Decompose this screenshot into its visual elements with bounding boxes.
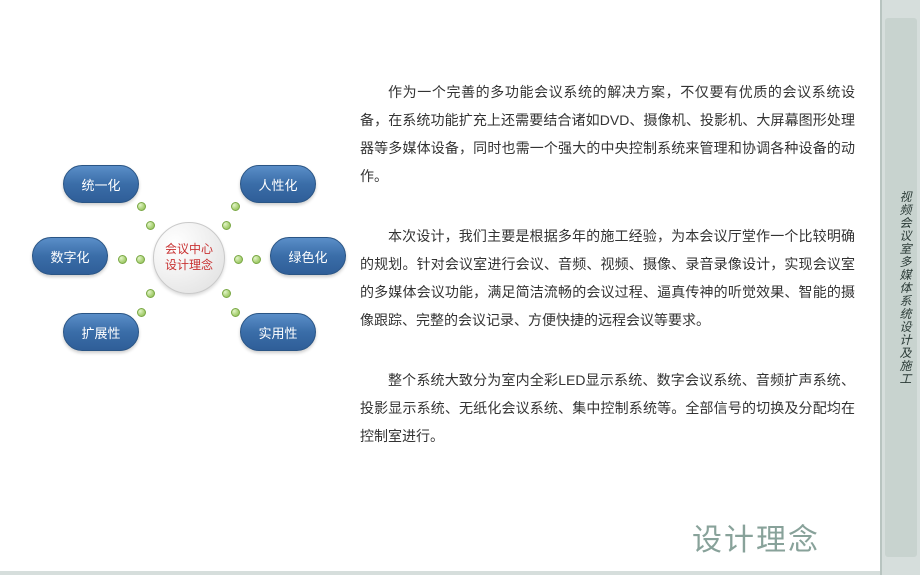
petal-node: 人性化 (240, 165, 316, 203)
petal-node: 扩展性 (63, 313, 139, 351)
paragraph-2: 本次设计，我们主要是根据多年的施工经验，为本会议厅堂作一个比较明确的规划。针对会… (360, 222, 855, 334)
petal-label: 统一化 (81, 175, 120, 194)
petal-label: 实用性 (258, 323, 297, 342)
paragraph-1: 作为一个完善的多功能会议系统的解决方案，不仅要有优质的会议系统设备，在系统功能扩… (360, 78, 855, 190)
connector-dot (222, 289, 231, 298)
petal-node: 实用性 (240, 313, 316, 351)
diagram-center: 会议中心 设计理念 (153, 222, 225, 294)
petal-node: 统一化 (63, 165, 139, 203)
connector-dot (146, 221, 155, 230)
center-line2: 设计理念 (165, 258, 213, 274)
petal-label: 数字化 (50, 247, 89, 266)
petal-node: 数字化 (32, 237, 108, 275)
petal-node: 绿色化 (270, 237, 346, 275)
bottom-border (0, 571, 880, 575)
connector-dot (222, 221, 231, 230)
slide-title: 设计理念 (692, 515, 820, 559)
connector-dot (231, 308, 240, 317)
connector-dot (252, 255, 261, 264)
connector-dot (231, 202, 240, 211)
connector-dot (137, 308, 146, 317)
connector-dot (234, 255, 243, 264)
petal-label: 人性化 (258, 175, 297, 194)
connector-dot (118, 255, 127, 264)
connector-dot (146, 289, 155, 298)
connector-dot (136, 255, 145, 264)
concept-diagram: 统一化 人性化 数字化 绿色化 扩展性 实用性 会议中心 设计理念 (18, 155, 358, 355)
center-line1: 会议中心 (165, 242, 213, 258)
petal-label: 扩展性 (81, 323, 120, 342)
vertical-title: 视频会议室多媒体系统设计及施工 (897, 190, 914, 385)
paragraph-3: 整个系统大致分为室内全彩LED显示系统、数字会议系统、音频扩声系统、投影显示系统… (360, 366, 855, 450)
slide-page: 统一化 人性化 数字化 绿色化 扩展性 实用性 会议中心 设计理念 作为一个完善… (0, 0, 880, 575)
connector-dot (137, 202, 146, 211)
petal-label: 绿色化 (288, 247, 327, 266)
sidebar-strip: 视频会议室多媒体系统设计及施工 (880, 0, 920, 575)
content-area: 作为一个完善的多功能会议系统的解决方案，不仅要有优质的会议系统设备，在系统功能扩… (360, 78, 855, 482)
